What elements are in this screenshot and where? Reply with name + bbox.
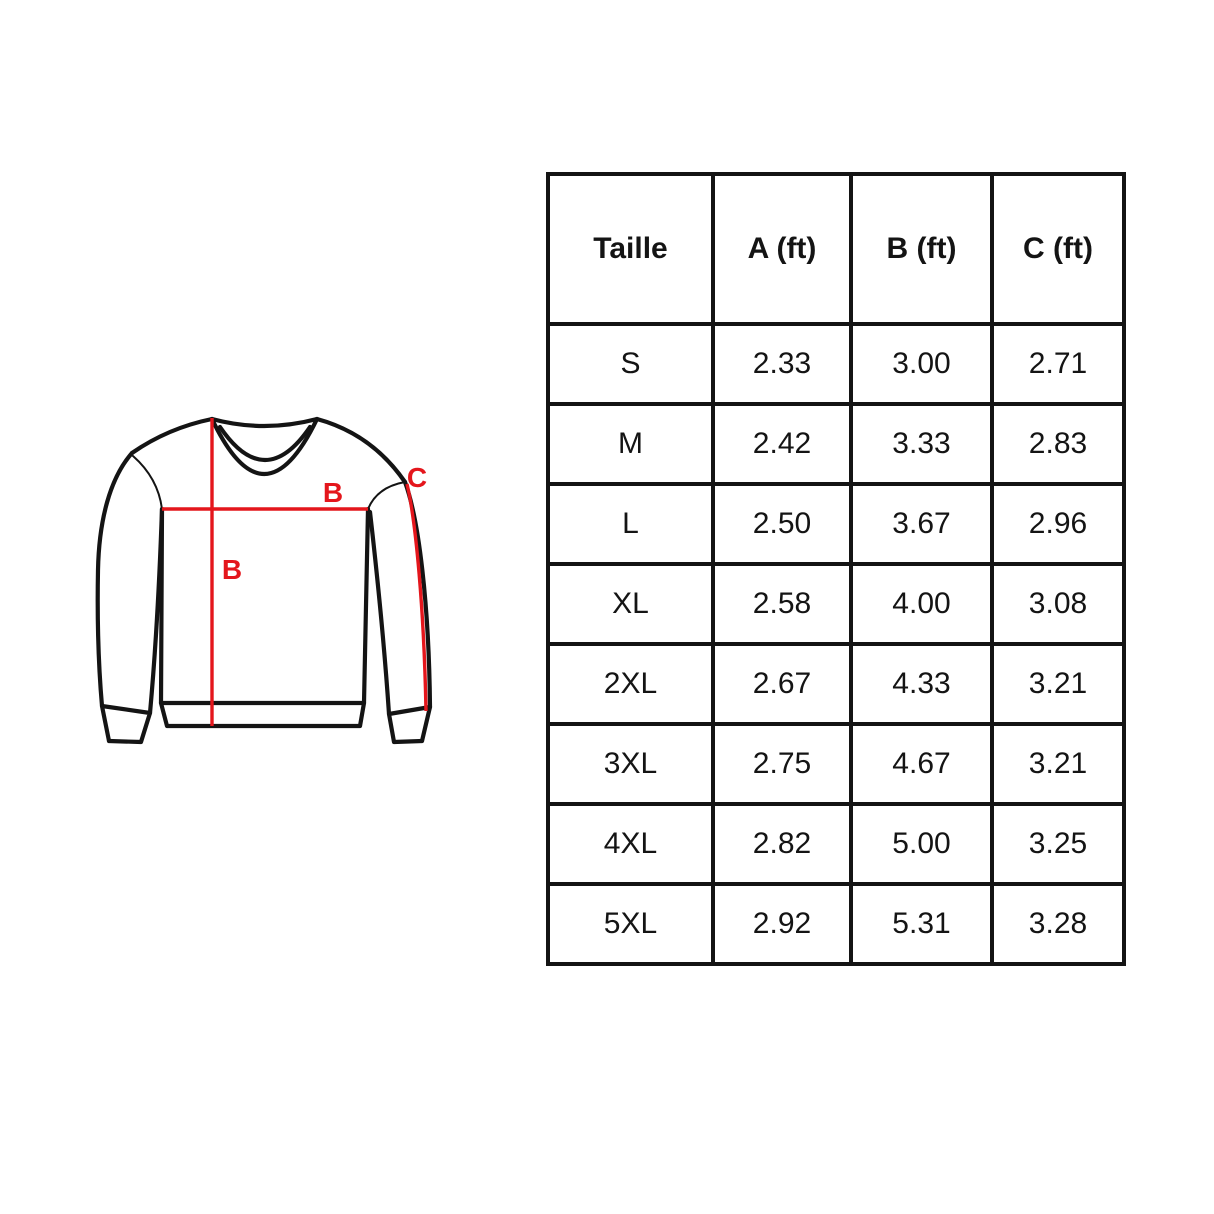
header-a-ft: A (ft) xyxy=(711,172,853,326)
table-row-4xl: 4XL 2.82 5.00 3.25 xyxy=(546,802,1126,886)
value-cell: 3.08 xyxy=(990,562,1126,646)
table-row-l: L 2.50 3.67 2.96 xyxy=(546,482,1126,566)
size-cell: S xyxy=(546,322,715,406)
value-cell: 3.25 xyxy=(990,802,1126,886)
left-armhole-seam xyxy=(132,455,163,510)
value-cell: 3.67 xyxy=(849,482,994,566)
value-cell: 2.67 xyxy=(711,642,853,726)
value-cell: 2.71 xyxy=(990,322,1126,406)
size-cell: 3XL xyxy=(546,722,715,806)
value-cell: 2.75 xyxy=(711,722,853,806)
size-table: Taille A (ft) B (ft) C (ft) S 2.33 3.00 … xyxy=(546,172,1126,966)
right-armhole-seam xyxy=(367,481,406,510)
size-cell: 5XL xyxy=(546,882,715,966)
sweatshirt-illustration: B B C xyxy=(95,416,433,745)
value-cell: 4.67 xyxy=(849,722,994,806)
value-cell: 2.96 xyxy=(990,482,1126,566)
value-cell: 2.82 xyxy=(711,802,853,886)
size-table-body: S 2.33 3.00 2.71 M 2.42 3.33 2.83 L 2.50… xyxy=(546,322,1126,966)
sleeve-measure-line xyxy=(405,483,428,712)
size-cell: L xyxy=(546,482,715,566)
value-cell: 3.21 xyxy=(990,642,1126,726)
header-taille: Taille xyxy=(546,172,715,326)
sweatshirt-diagram: B B C xyxy=(85,395,475,770)
value-cell: 4.00 xyxy=(849,562,994,646)
value-cell: 3.33 xyxy=(849,402,994,486)
value-cell: 5.00 xyxy=(849,802,994,886)
sleeve-measure-label: C xyxy=(407,462,427,493)
value-cell: 2.92 xyxy=(711,882,853,966)
value-cell: 5.31 xyxy=(849,882,994,966)
value-cell: 2.83 xyxy=(990,402,1126,486)
size-cell: 2XL xyxy=(546,642,715,726)
value-cell: 4.33 xyxy=(849,642,994,726)
header-b-ft: B (ft) xyxy=(849,172,994,326)
size-cell: XL xyxy=(546,562,715,646)
length-measure-label: B xyxy=(222,554,242,585)
value-cell: 2.58 xyxy=(711,562,853,646)
chest-measure-label: B xyxy=(323,477,343,508)
size-table-header: Taille A (ft) B (ft) C (ft) xyxy=(546,172,1126,326)
size-cell: M xyxy=(546,402,715,486)
value-cell: 2.50 xyxy=(711,482,853,566)
value-cell: 2.42 xyxy=(711,402,853,486)
value-cell: 3.28 xyxy=(990,882,1126,966)
table-row-xl: XL 2.58 4.00 3.08 xyxy=(546,562,1126,646)
value-cell: 3.00 xyxy=(849,322,994,406)
header-row: Taille A (ft) B (ft) C (ft) xyxy=(546,172,1126,326)
size-cell: 4XL xyxy=(546,802,715,886)
table-row-5xl: 5XL 2.92 5.31 3.28 xyxy=(546,882,1126,966)
measurement-labels: B B C xyxy=(222,462,427,585)
table-row-m: M 2.42 3.33 2.83 xyxy=(546,402,1126,486)
header-c-ft: C (ft) xyxy=(990,172,1126,326)
table-row-2xl: 2XL 2.67 4.33 3.21 xyxy=(546,642,1126,726)
sweatshirt-outline xyxy=(95,416,433,745)
table-row-s: S 2.33 3.00 2.71 xyxy=(546,322,1126,406)
value-cell: 3.21 xyxy=(990,722,1126,806)
measurement-lines xyxy=(162,418,428,726)
value-cell: 2.33 xyxy=(711,322,853,406)
table-row-3xl: 3XL 2.75 4.67 3.21 xyxy=(546,722,1126,806)
